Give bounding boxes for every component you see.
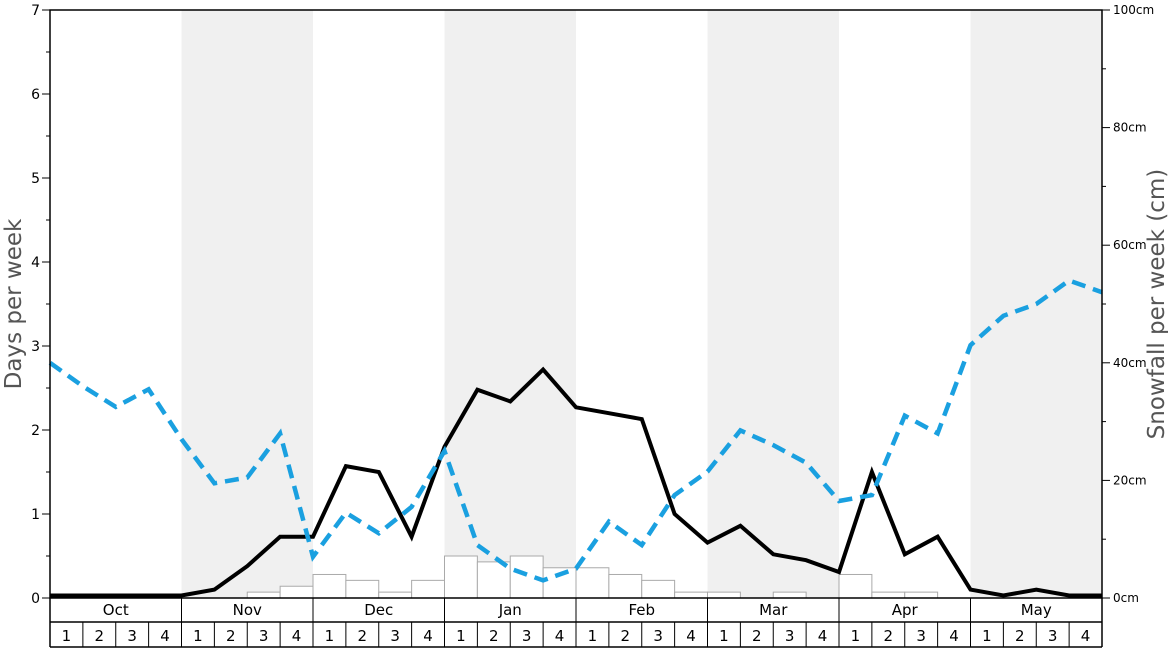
bar — [444, 555, 478, 599]
bar — [904, 591, 939, 599]
month-band-jan — [444, 10, 576, 598]
right-tick-label: 80cm — [1113, 121, 1147, 135]
right-axis-label: Snowfall per week (cm) — [1144, 169, 1168, 440]
week-label: 1 — [325, 627, 335, 645]
week-label: 1 — [851, 627, 861, 645]
month-label: Apr — [892, 601, 919, 619]
month-label: Dec — [364, 601, 393, 619]
week-label: 2 — [621, 627, 631, 645]
right-tick-label: 0cm — [1113, 591, 1139, 605]
bar — [838, 573, 873, 599]
right-tick-label: 100cm — [1113, 3, 1154, 17]
week-label: 3 — [916, 627, 926, 645]
left-tick-label: 4 — [31, 255, 40, 271]
right-tick-label: 60cm — [1113, 238, 1147, 252]
bar — [279, 585, 314, 599]
bar — [312, 573, 347, 599]
days-line — [50, 366, 1102, 598]
left-tick-label: 1 — [31, 507, 40, 523]
right-tick-label: 40cm — [1113, 356, 1147, 370]
week-label: 2 — [226, 627, 236, 645]
week-label: 1 — [982, 627, 992, 645]
snowfall-line — [48, 277, 1103, 583]
week-label: 2 — [884, 627, 894, 645]
bar — [345, 579, 380, 599]
left-tick-label: 0 — [31, 591, 40, 607]
week-label: 3 — [390, 627, 400, 645]
bar — [674, 591, 708, 599]
month-label: Feb — [628, 601, 655, 619]
bar — [707, 591, 741, 599]
week-label: 4 — [818, 627, 828, 645]
week-label: 3 — [653, 627, 663, 645]
bar — [641, 579, 676, 599]
week-label: 4 — [160, 627, 170, 645]
week-label: 1 — [719, 627, 729, 645]
bar — [608, 573, 643, 599]
left-tick-label: 7 — [31, 3, 40, 19]
week-label: 2 — [95, 627, 105, 645]
bar — [871, 591, 906, 599]
week-label: 4 — [949, 627, 959, 645]
bar — [476, 561, 511, 599]
series-lines — [48, 277, 1103, 598]
bar — [378, 591, 413, 599]
bar — [411, 579, 445, 599]
left-tick-label: 3 — [31, 339, 40, 355]
week-label: 2 — [358, 627, 368, 645]
week-label: 3 — [259, 627, 269, 645]
week-label: 1 — [456, 627, 466, 645]
week-label: 1 — [588, 627, 598, 645]
bar — [575, 567, 610, 599]
week-label: 1 — [62, 627, 72, 645]
month-band-mar — [707, 10, 839, 598]
week-label: 2 — [1015, 627, 1025, 645]
week-label: 3 — [522, 627, 532, 645]
month-shading — [181, 10, 1102, 598]
x-axis-table: Oct 1 2 3 4 Nov 1 2 3 4 Dec 1 2 3 4 Jan 1 2 3 4 Feb 1 2 3 4 Mar 1 2… — [49, 598, 1103, 648]
left-axis-label: Days per week — [1, 218, 27, 389]
right-tick-label: 20cm — [1113, 473, 1147, 487]
week-label: 2 — [489, 627, 499, 645]
left-tick-label: 6 — [31, 87, 40, 103]
axes: 0 1 2 3 4 5 6 7 0cm 20cm 40cm 60cm 80cm 100cm — [31, 3, 1154, 607]
left-tick-label: 2 — [31, 423, 40, 439]
week-label: 4 — [292, 627, 302, 645]
week-label: 4 — [423, 627, 433, 645]
week-label: 3 — [785, 627, 795, 645]
left-tick-label: 5 — [31, 171, 40, 187]
week-label: 3 — [1048, 627, 1058, 645]
month-band-nov — [181, 10, 313, 598]
month-label: Nov — [233, 601, 262, 619]
month-label: Mar — [759, 601, 788, 619]
week-label: 1 — [193, 627, 203, 645]
week-label: 3 — [127, 627, 137, 645]
week-label: 4 — [686, 627, 696, 645]
week-label: 2 — [752, 627, 762, 645]
week-label: 4 — [555, 627, 565, 645]
month-label: May — [1021, 601, 1052, 619]
bar — [772, 591, 807, 599]
week-label: 4 — [1081, 627, 1091, 645]
month-label: Jan — [498, 601, 522, 619]
month-label: Oct — [103, 601, 129, 619]
days-bars — [246, 555, 939, 599]
bar — [246, 591, 281, 599]
